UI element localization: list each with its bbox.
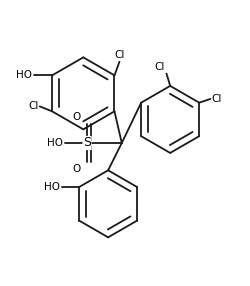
Text: O: O xyxy=(72,164,80,174)
Text: Cl: Cl xyxy=(114,50,124,60)
Text: HO: HO xyxy=(47,138,63,148)
Text: O: O xyxy=(72,112,80,122)
Text: Cl: Cl xyxy=(28,102,38,111)
Text: Cl: Cl xyxy=(211,94,221,104)
Text: S: S xyxy=(83,136,91,150)
Text: HO: HO xyxy=(16,70,32,80)
Text: HO: HO xyxy=(44,182,60,192)
Text: Cl: Cl xyxy=(154,62,164,72)
